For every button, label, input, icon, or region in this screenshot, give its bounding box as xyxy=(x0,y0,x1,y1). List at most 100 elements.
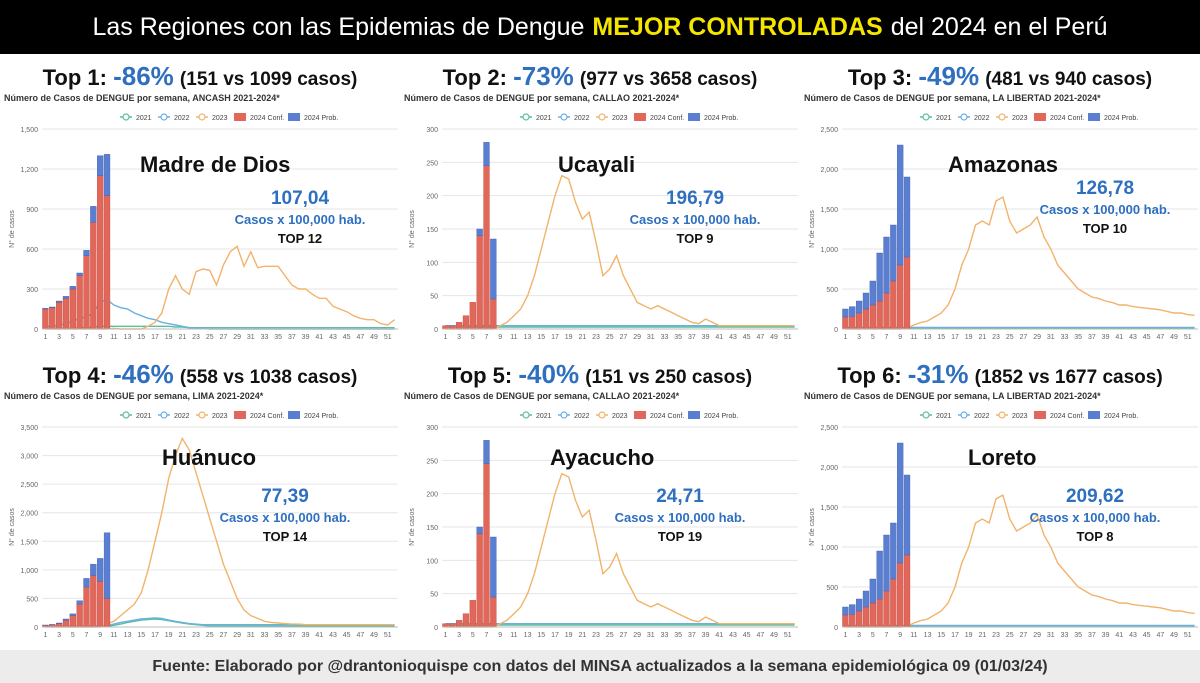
x-tick-label: 7 xyxy=(485,632,489,639)
bar-2024-probable xyxy=(490,238,497,300)
x-tick-label: 31 xyxy=(647,632,655,639)
y-axis-label: N° de casos xyxy=(8,508,16,546)
y-tick-label: 600 xyxy=(26,247,38,254)
national-rank: TOP 10 xyxy=(1082,221,1128,236)
legend-label: 2021 xyxy=(136,115,152,122)
x-tick-label: 1 xyxy=(843,334,847,341)
x-tick-label: 27 xyxy=(620,334,628,341)
incidence-rate: 107,04 xyxy=(270,188,330,209)
y-tick-label: 0 xyxy=(834,625,838,632)
legend-label: 2021 xyxy=(536,413,552,420)
x-tick-label: 13 xyxy=(124,632,132,639)
legend-marker xyxy=(922,113,930,121)
legend-label: 2021 xyxy=(536,115,552,122)
x-tick-label: 45 xyxy=(343,632,351,639)
y-tick-label: 0 xyxy=(434,327,438,334)
chart-panel: Top 6: -31% (1852 vs 1677 casos) Número d… xyxy=(800,355,1200,651)
x-tick-label: 35 xyxy=(1074,632,1082,639)
x-tick-label: 11 xyxy=(510,334,517,341)
x-tick-label: 25 xyxy=(606,632,614,639)
panel-percent-change: -73% xyxy=(513,61,574,91)
y-axis-label: N° de casos xyxy=(408,210,416,248)
chart-subtitle: Número de Casos de DENGUE por semana, LA… xyxy=(804,93,1101,103)
bar-2024-probable xyxy=(476,228,483,236)
chart-subtitle: Número de Casos de DENGUE por semana, LA… xyxy=(804,391,1101,401)
x-tick-label: 29 xyxy=(233,334,241,341)
x-tick-label: 51 xyxy=(1184,334,1192,341)
x-tick-label: 29 xyxy=(633,334,641,341)
y-tick-label: 2,500 xyxy=(20,482,38,489)
legend-label: 2024 Conf. xyxy=(650,413,684,420)
y-tick-label: 2,000 xyxy=(820,167,838,174)
legend-swatch xyxy=(234,411,246,419)
x-tick-label: 19 xyxy=(965,632,973,639)
y-axis-label: N° de casos xyxy=(8,210,16,248)
y-tick-label: 250 xyxy=(426,458,438,465)
legend-swatch xyxy=(234,113,246,121)
bar-2024-confirmed xyxy=(469,302,476,330)
bar-2024-probable xyxy=(90,563,97,576)
panel-heading: Top 3: -49% (481 vs 940 casos) xyxy=(800,61,1200,92)
x-tick-label: 9 xyxy=(498,334,502,341)
x-tick-label: 21 xyxy=(978,632,986,639)
y-tick-label: 200 xyxy=(426,194,438,201)
bar-2024-probable xyxy=(869,578,876,604)
national-rank: TOP 9 xyxy=(676,231,714,246)
bar-2024-probable xyxy=(855,598,863,612)
x-tick-label: 17 xyxy=(151,632,159,639)
x-tick-label: 47 xyxy=(1156,632,1164,639)
chart-subtitle: Número de Casos de DENGUE por semana, CA… xyxy=(404,93,680,103)
national-rank: TOP 19 xyxy=(657,529,703,544)
incidence-rate-label: Casos x 100,000 hab. xyxy=(614,510,746,525)
x-tick-label: 9 xyxy=(898,334,902,341)
bar-2024-probable xyxy=(490,536,497,598)
bar-2024-confirmed xyxy=(483,165,490,330)
legend-label: 2024 Prob. xyxy=(1104,115,1138,122)
y-tick-label: 500 xyxy=(826,585,838,592)
bar-2024-probable xyxy=(842,308,849,318)
x-tick-label: 23 xyxy=(592,632,600,639)
x-tick-label: 25 xyxy=(606,334,614,341)
x-tick-label: 43 xyxy=(729,632,737,639)
y-axis-label: N° de casos xyxy=(808,508,816,546)
incidence-rate: 209,62 xyxy=(1065,486,1125,507)
bar-2024-probable xyxy=(55,300,63,303)
x-tick-label: 31 xyxy=(647,334,655,341)
x-tick-label: 5 xyxy=(471,334,475,341)
series-line-2021 xyxy=(45,325,395,330)
title-pre: Las Regiones con las Epidemias de Dengue xyxy=(92,12,585,41)
legend-label: 2022 xyxy=(574,413,590,420)
y-tick-label: 0 xyxy=(434,625,438,632)
legend-label: 2023 xyxy=(212,115,228,122)
bar-2024-confirmed xyxy=(490,298,497,330)
legend-marker xyxy=(198,411,206,419)
legend-label: 2023 xyxy=(612,413,628,420)
legend-label: 2022 xyxy=(174,115,190,122)
x-tick-label: 11 xyxy=(110,632,117,639)
x-tick-label: 21 xyxy=(978,334,986,341)
panel-percent-change: -31% xyxy=(907,359,969,389)
x-tick-label: 29 xyxy=(1033,632,1041,639)
bar-2024-confirmed xyxy=(897,264,904,330)
main-title: Las Regiones con las Epidemias de Dengue… xyxy=(0,0,1200,54)
bar-2024-confirmed xyxy=(890,578,897,628)
x-tick-label: 35 xyxy=(1074,334,1082,341)
legend-marker xyxy=(198,113,206,121)
x-tick-label: 9 xyxy=(98,632,102,639)
x-tick-label: 47 xyxy=(1156,334,1164,341)
y-tick-label: 250 xyxy=(426,160,438,167)
legend-label: 2024 Prob. xyxy=(1104,413,1138,420)
y-tick-label: 1,500 xyxy=(820,505,838,512)
x-tick-label: 17 xyxy=(551,334,559,341)
x-tick-label: 1 xyxy=(843,632,847,639)
x-tick-label: 29 xyxy=(233,632,241,639)
x-tick-label: 39 xyxy=(302,334,310,341)
bar-2024-probable xyxy=(62,296,70,299)
bar-2024-probable xyxy=(855,300,863,314)
x-tick-label: 15 xyxy=(537,632,545,639)
x-tick-label: 7 xyxy=(885,632,889,639)
x-tick-label: 33 xyxy=(1061,334,1069,341)
y-tick-label: 1,500 xyxy=(20,127,38,134)
y-tick-label: 300 xyxy=(426,127,438,134)
legend-marker xyxy=(598,411,606,419)
